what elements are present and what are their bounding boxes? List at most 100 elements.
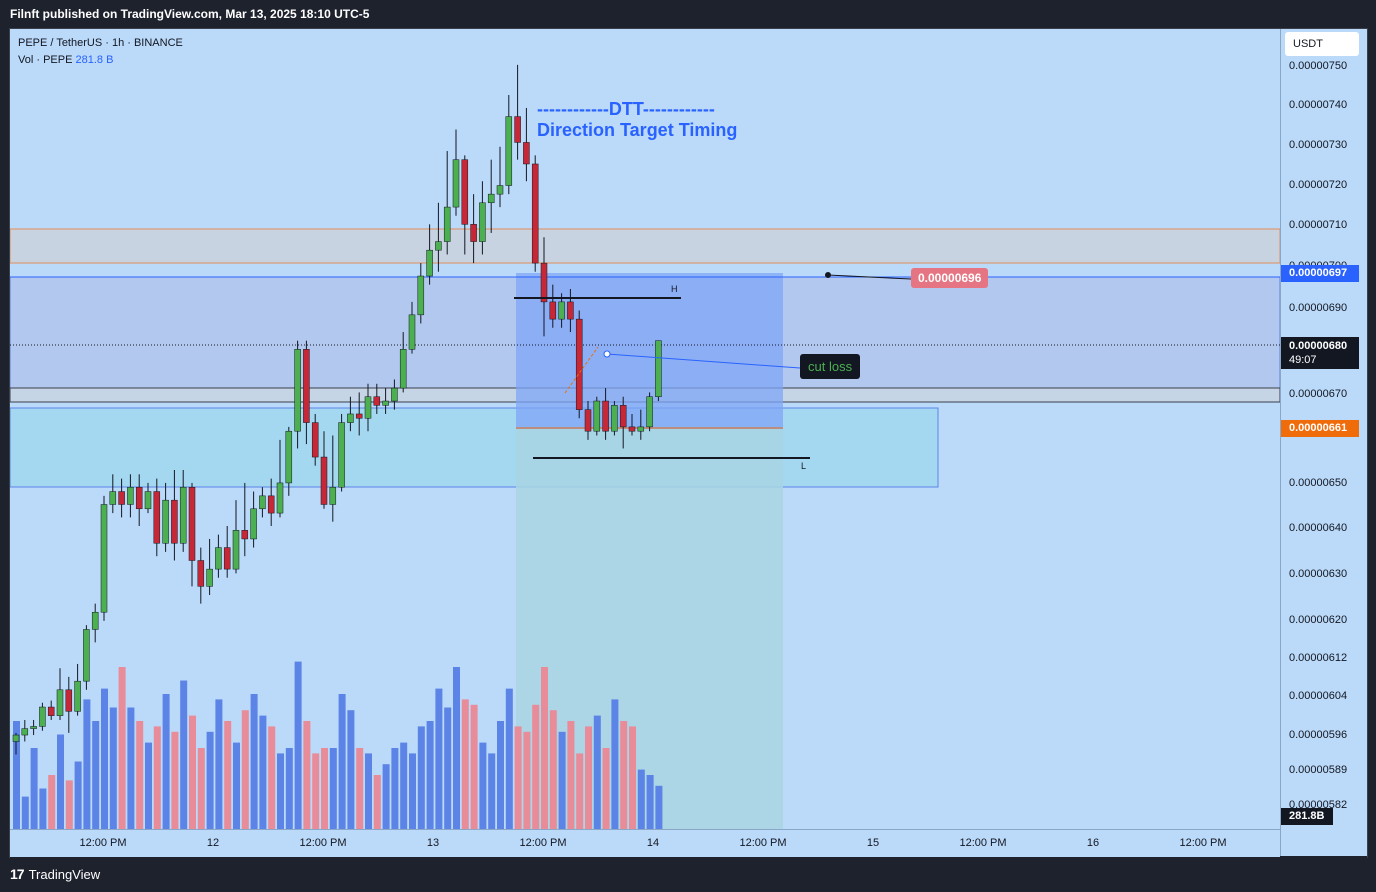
candle-body — [215, 547, 222, 570]
candle-body — [496, 185, 504, 195]
time-label: 14 — [646, 837, 660, 849]
candle-body — [628, 426, 636, 432]
volume-bar — [505, 688, 513, 829]
volume-bar — [417, 726, 425, 829]
volume-bar — [497, 721, 504, 829]
candle-body — [452, 159, 460, 208]
candle-body — [399, 349, 407, 389]
volume-bar — [611, 699, 619, 829]
candle-body — [259, 495, 266, 510]
candle-body — [461, 159, 469, 225]
candle-body — [171, 499, 178, 544]
low-label: L — [801, 461, 807, 471]
volume-bar — [391, 748, 399, 829]
price-tick: 0.00000710 — [1289, 219, 1348, 231]
candle-body — [47, 706, 55, 716]
volume-bar — [39, 788, 47, 829]
price-tick: 0.00000604 — [1289, 690, 1348, 702]
dtt-title: Direction Target Timing — [537, 120, 738, 140]
volume-bar — [303, 721, 311, 829]
cut-loss-callout[interactable]: cut loss — [800, 354, 861, 379]
price-tick: 0.00000690 — [1289, 302, 1348, 314]
volume-legend: Vol · PEPE 281.8 B — [18, 52, 183, 69]
candle-body — [223, 547, 231, 570]
volume-bar — [171, 731, 179, 829]
publish-info: Filnft published on TradingView.com, Mar… — [10, 7, 370, 21]
candle-body — [479, 202, 486, 242]
candle-body — [197, 560, 205, 587]
volume-bar — [593, 715, 601, 829]
price-badge[interactable]: 0.00000696 — [911, 268, 989, 288]
volume-bar — [453, 667, 460, 829]
price-axis[interactable]: USDT 0.00000750 0.00000740 0.00000730 0.000… — [1280, 29, 1367, 856]
price-badge-anchor — [825, 272, 831, 278]
candle-body — [241, 530, 249, 540]
volume-bar — [347, 710, 355, 829]
candle-body — [567, 301, 574, 320]
price-tick: 0.00000612 — [1289, 652, 1348, 664]
time-axis[interactable]: 12:00 PM 12 12:00 PM 13 12:00 PM 14 12:0… — [10, 829, 1280, 857]
volume-bar — [21, 796, 29, 829]
candle-body — [391, 387, 398, 402]
candle-body — [558, 301, 565, 320]
volume-bar — [259, 715, 267, 829]
volume-bar — [620, 721, 628, 829]
candlestick-series — [12, 64, 662, 755]
volume-bar — [655, 785, 663, 829]
projection-dashed-line — [564, 346, 599, 394]
publish-header-bar: Filnft published on TradingView.com, Mar… — [0, 0, 1376, 28]
volume-bar — [426, 721, 434, 829]
time-label: 12:00 PM — [739, 837, 787, 849]
candle-body — [619, 405, 627, 428]
volume-bar — [585, 726, 592, 829]
volume-bar — [558, 731, 566, 829]
volume-bar — [197, 748, 205, 829]
candle-body — [531, 163, 539, 264]
candle-body — [153, 491, 161, 544]
time-label: 12 — [206, 837, 220, 849]
chart-plot-area[interactable]: PEPE / TetherUS · 1h · BINANCE Vol · PEP… — [10, 29, 1280, 829]
volume-bar — [136, 721, 144, 829]
candle-body — [162, 499, 169, 544]
level-price-tag: 0.00000661 — [1281, 420, 1359, 437]
candle-body — [276, 482, 284, 514]
time-label: 16 — [1086, 837, 1100, 849]
volume-bar — [646, 775, 654, 829]
candle-body — [12, 734, 20, 742]
high-label: H — [671, 284, 678, 294]
candle-body — [355, 413, 363, 419]
volume-bar — [514, 726, 522, 829]
symbol-info[interactable]: PEPE / TetherUS · 1h · BINANCE — [18, 37, 183, 49]
supply-zone — [10, 228, 1280, 264]
candle-body — [602, 400, 609, 432]
candle-body — [285, 430, 293, 484]
currency-selector[interactable]: USDT — [1285, 32, 1359, 56]
candle-body — [347, 413, 354, 423]
price-tick: 0.00000650 — [1289, 477, 1348, 489]
time-label: 12:00 PM — [959, 837, 1007, 849]
candle-body — [118, 491, 125, 505]
candle-body — [487, 193, 495, 204]
candle-body — [470, 224, 477, 242]
volume-bar — [444, 707, 452, 829]
volume-bar — [153, 726, 161, 829]
chart-canvas[interactable] — [10, 29, 1280, 829]
candle-body — [435, 241, 442, 251]
candle-body — [56, 689, 64, 716]
volume-bar — [48, 775, 56, 829]
volume-bar — [629, 726, 636, 829]
candle-body — [294, 349, 301, 432]
candle-body — [311, 422, 319, 458]
volume-bar — [365, 753, 372, 829]
time-label: 13 — [426, 837, 440, 849]
candle-body — [109, 491, 117, 505]
time-label: 12:00 PM — [79, 837, 127, 849]
candle-body — [443, 206, 451, 242]
price-tick: 0.00000730 — [1289, 139, 1348, 151]
candle-body — [646, 396, 653, 428]
volume-bar — [162, 694, 170, 829]
volume-bar — [189, 715, 196, 829]
dtt-annotation[interactable]: ------------DTT------------ Direction Ta… — [537, 99, 737, 141]
tradingview-brand[interactable]: 17 TradingView — [10, 866, 100, 882]
volume-bar — [206, 731, 214, 829]
